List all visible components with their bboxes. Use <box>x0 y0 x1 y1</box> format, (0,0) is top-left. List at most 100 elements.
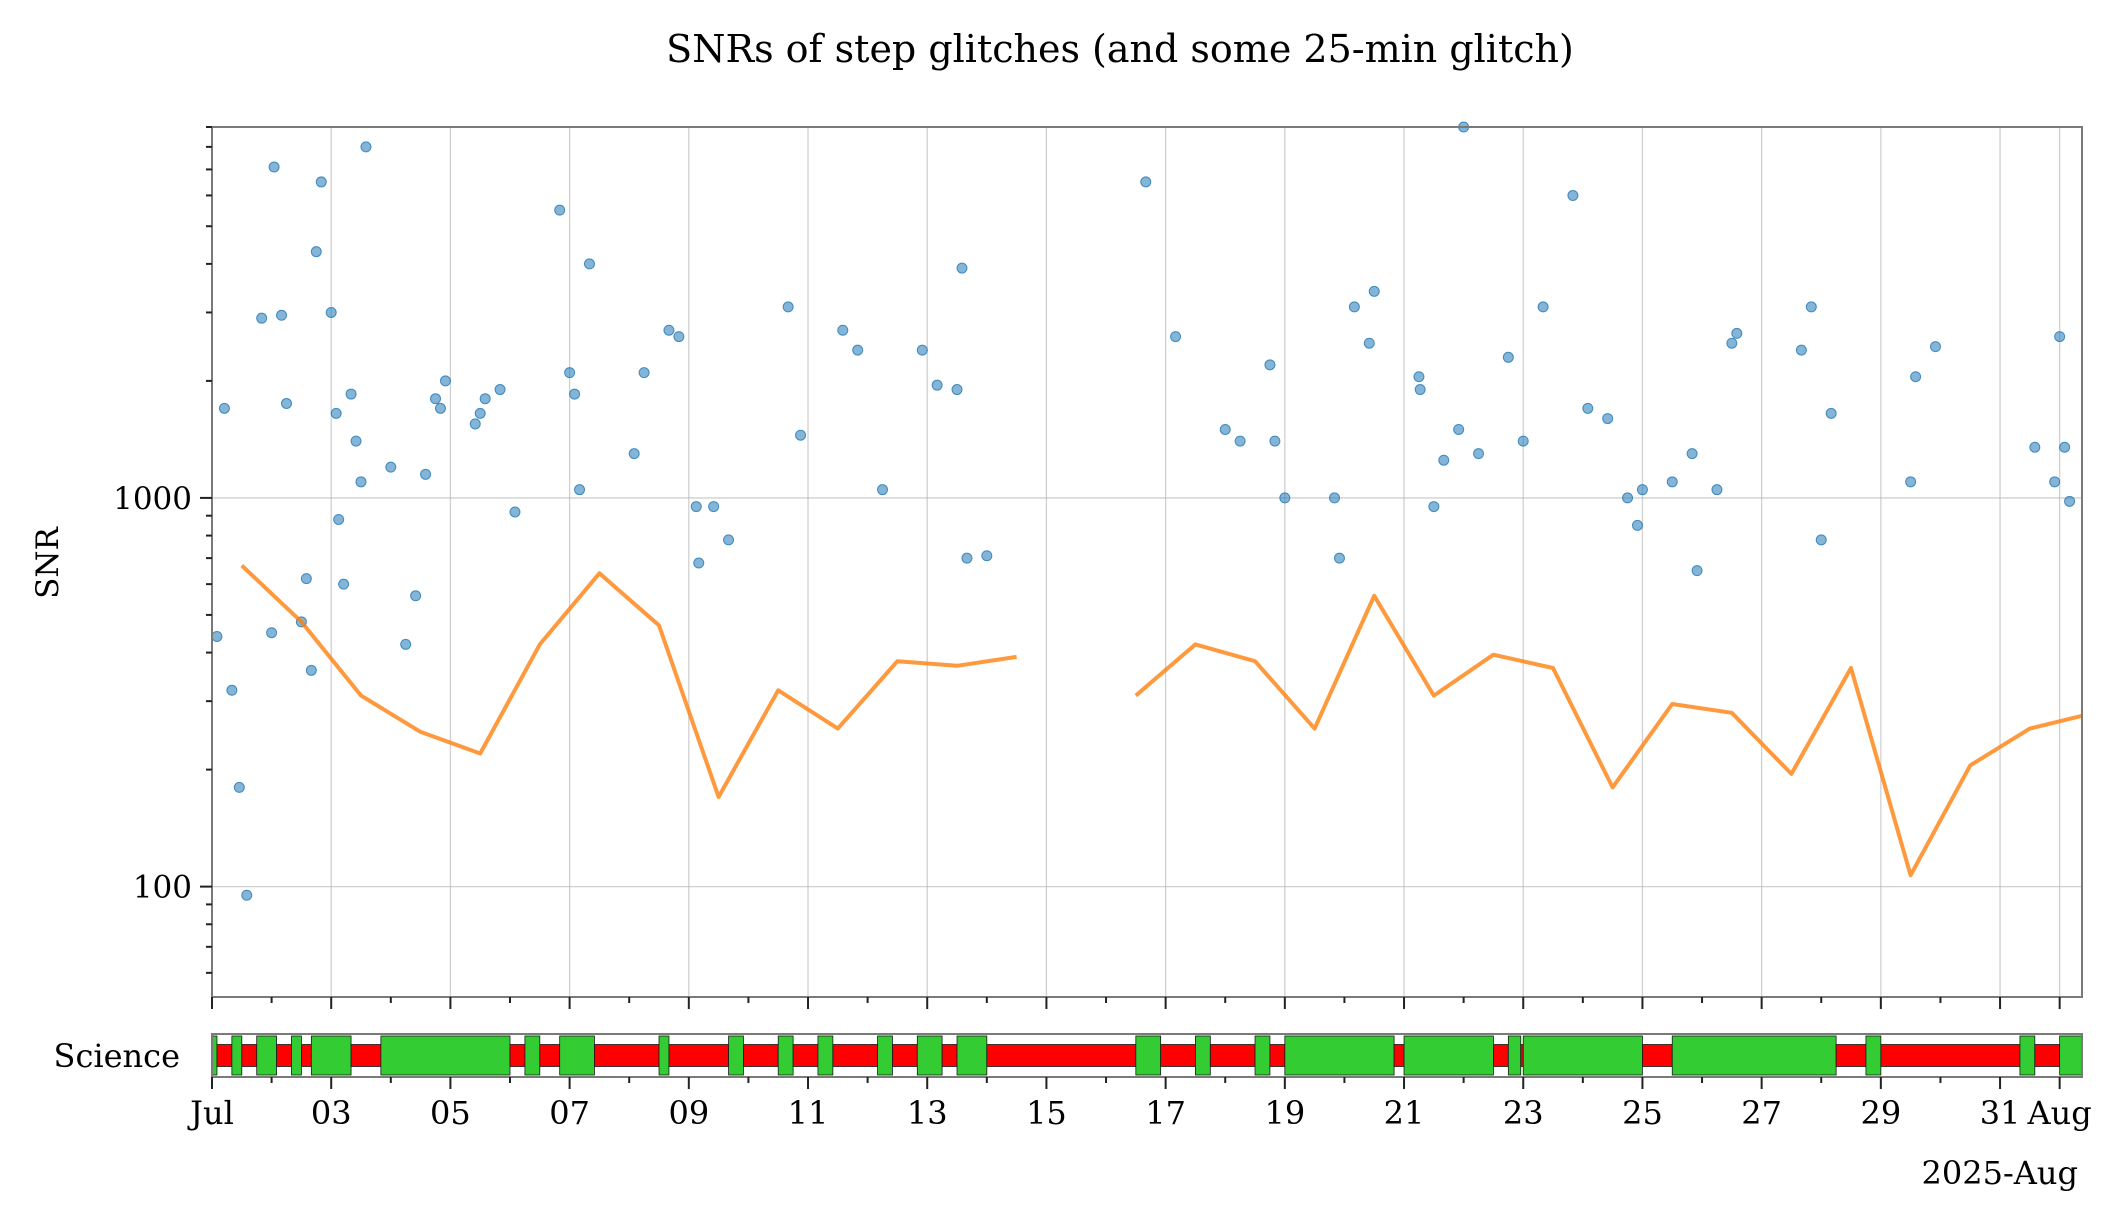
science-on-segment <box>524 1035 541 1076</box>
science-on-segment <box>877 1035 893 1076</box>
science-off-segment <box>832 1044 878 1067</box>
scatter-point <box>673 331 685 343</box>
scatter-point <box>1517 435 1529 447</box>
science-on-segment <box>1507 1035 1522 1076</box>
scatter-point <box>479 393 491 405</box>
scatter-point <box>1438 454 1450 466</box>
y-tick-label: 1000 <box>113 481 192 517</box>
scatter-point <box>1269 435 1281 447</box>
segment-panel-frame <box>211 1033 2083 1078</box>
scatter-point <box>325 306 337 318</box>
x-axis-main <box>211 997 2061 1009</box>
science-on-segment <box>777 1035 794 1076</box>
scatter-point <box>1413 371 1425 383</box>
scatter-point <box>474 407 486 419</box>
scatter-point <box>2049 476 2061 488</box>
scatter-point <box>434 402 446 414</box>
science-off-segment <box>301 1044 312 1067</box>
science-off-segment <box>509 1044 526 1067</box>
science-off-segment <box>539 1044 561 1067</box>
x-tick-label: 19 <box>1264 1094 1305 1132</box>
scatter-point <box>1328 492 1340 504</box>
science-off-segment <box>986 1044 1137 1067</box>
y-tick-label: 100 <box>133 870 192 906</box>
scatter-point <box>1453 423 1465 435</box>
science-segments <box>211 1034 2083 1077</box>
scatter-point <box>931 379 943 391</box>
scatter-point <box>241 889 253 901</box>
main-plot-frame <box>211 126 2083 998</box>
x-tick-label: 23 <box>1503 1094 1544 1132</box>
scatter-point <box>690 501 702 513</box>
scatter-point <box>211 631 223 643</box>
scatter-point <box>1414 384 1426 396</box>
scatter-point <box>877 484 889 496</box>
scatter-point <box>951 384 963 396</box>
scatter-point <box>795 429 807 441</box>
scatter-point <box>1537 301 1549 313</box>
scatter-point <box>410 590 422 602</box>
scatter-point <box>569 388 581 400</box>
scatter-point <box>693 557 705 569</box>
scatter-point <box>338 578 350 590</box>
scatter-point <box>494 384 506 396</box>
science-on-segment <box>380 1035 511 1076</box>
scatter-point <box>1264 359 1276 371</box>
x-tick-label: Aug <box>2027 1094 2092 1132</box>
scatter-point <box>1348 301 1360 313</box>
scatter-point <box>430 393 442 405</box>
x-tick-label: 27 <box>1741 1094 1782 1132</box>
scatter-point <box>1815 534 1827 546</box>
scatter-point <box>310 246 322 258</box>
scatter-point <box>218 402 230 414</box>
science-on-segment <box>310 1035 352 1076</box>
scatter-point <box>233 781 245 793</box>
scatter-point <box>837 324 849 336</box>
scatter-point <box>564 367 576 379</box>
science-off-segment <box>892 1044 918 1067</box>
main-grid <box>211 127 2082 997</box>
science-off-segment <box>1493 1044 1509 1067</box>
scatter-point <box>360 141 372 153</box>
scatter-point <box>281 397 293 409</box>
scatter-point <box>420 468 432 480</box>
scatter-point <box>663 324 675 336</box>
science-off-segment <box>1835 1044 1867 1067</box>
science-on-segment <box>956 1035 988 1076</box>
scatter-point <box>1363 337 1375 349</box>
segment-panel-label: Science <box>54 1037 180 1075</box>
x-tick-label: 13 <box>907 1094 948 1132</box>
scatter-point <box>333 513 345 525</box>
scatter-point <box>276 309 288 321</box>
science-on-segment <box>231 1035 243 1076</box>
scatter-point <box>385 461 397 473</box>
scatter-point <box>1279 492 1291 504</box>
scatter-point <box>583 258 595 270</box>
scatter-point <box>305 664 317 676</box>
science-on-segment <box>728 1035 744 1076</box>
scatter-point <box>852 344 864 356</box>
science-off-segment <box>1880 1044 2021 1067</box>
scatter-point <box>268 161 280 173</box>
scatter-point <box>981 550 993 562</box>
scatter-point <box>1631 519 1643 531</box>
science-on-segment <box>1135 1035 1162 1076</box>
scatter-point <box>1234 435 1246 447</box>
x-tick-label: 31 <box>1980 1094 2021 1132</box>
scatter-point <box>1333 552 1345 564</box>
scatter-point <box>330 407 342 419</box>
scatter-point <box>2054 331 2066 343</box>
science-on-segment <box>1865 1035 1882 1076</box>
scatter-point <box>1805 301 1817 313</box>
scatter-point <box>355 476 367 488</box>
scatter-point <box>315 176 327 188</box>
scatter-point <box>1905 476 1917 488</box>
science-on-segment <box>1284 1035 1395 1076</box>
science-on-segment <box>1254 1035 1271 1076</box>
x-axis-segment: Jul 03 05 07 09 11 13 15 17 19 21 23 25 27 29 31 Aug <box>187 1077 2092 1132</box>
scatter-point <box>2059 441 2071 453</box>
scatter-point <box>2029 441 2041 453</box>
scatter-point <box>1582 402 1594 414</box>
science-off-segment <box>743 1044 779 1067</box>
